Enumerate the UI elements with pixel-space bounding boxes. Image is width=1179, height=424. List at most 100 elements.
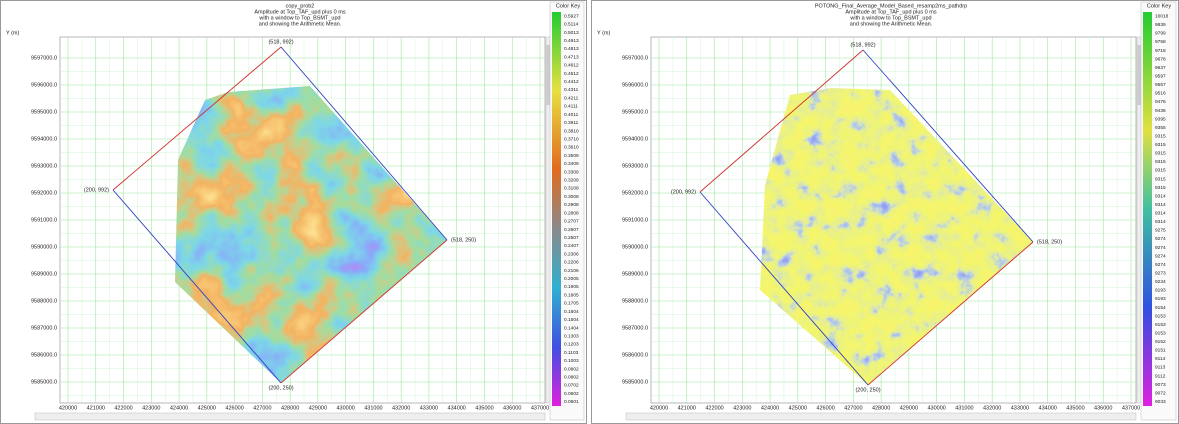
y-tick-label: 9591000.0 <box>31 217 57 223</box>
color-key-strip <box>552 12 561 406</box>
x-tick-label: 434000 <box>1039 405 1057 411</box>
y-tick-label: 9589000.0 <box>622 271 648 277</box>
y-tick-label: 9585000.0 <box>31 379 57 385</box>
color-key-value: 0.2206 <box>564 260 579 266</box>
color-key-value: 9275 <box>1155 228 1166 234</box>
color-key-value: 0.1504 <box>564 317 579 323</box>
color-key-value: 9234 <box>1155 279 1166 285</box>
color-key-value: 9395 <box>1155 116 1166 122</box>
color-key-value: 0.0602 <box>564 391 579 397</box>
color-key-value: 0.3710 <box>564 136 579 142</box>
color-key-value: 0.2607 <box>564 227 579 233</box>
x-tick-label: 434000 <box>448 405 466 411</box>
color-key-value: 0.5927 <box>564 13 579 19</box>
color-key-value: 0.5013 <box>564 30 579 36</box>
color-key-strip <box>1143 12 1152 406</box>
survey-edge <box>699 191 869 386</box>
color-key-value: 0.4512 <box>564 71 579 77</box>
y-tick-label: 9592000.0 <box>31 190 57 196</box>
color-key-value: 0.5114 <box>564 22 579 28</box>
x-tick-label: 427000 <box>844 405 862 411</box>
x-tick-label: 432000 <box>983 405 1001 411</box>
x-tick-label: 428000 <box>872 405 890 411</box>
color-key-value: 0.1604 <box>564 309 579 315</box>
color-key-value: 9315 <box>1155 176 1166 182</box>
color-key-value: 0.1003 <box>564 358 579 364</box>
color-key-value: 9516 <box>1155 91 1166 97</box>
corner-label: (518, 250) <box>451 237 476 243</box>
scrollbar-horizontal <box>625 412 1137 421</box>
color-key-value: 9315 <box>1155 185 1166 191</box>
y-tick-label: 9587000.0 <box>622 325 648 331</box>
color-key-value: 0.1203 <box>564 342 579 348</box>
x-tick-label: 426000 <box>816 405 834 411</box>
color-key-value: 0.3108 <box>564 186 579 192</box>
color-key-value: 0.4111 <box>564 104 578 110</box>
color-key-value: 9597 <box>1155 74 1166 80</box>
color-key-value: 9274 <box>1155 236 1166 242</box>
title-line: Amplitude at Top_TAF_upd plus 0 ms <box>254 9 345 15</box>
x-tick-label: 429000 <box>900 405 918 411</box>
x-tick-label: 425000 <box>789 405 807 411</box>
y-tick-label: 9590000.0 <box>622 244 648 250</box>
color-key-value: 0.2106 <box>564 268 579 274</box>
corner-label: (200, 250) <box>855 387 880 393</box>
x-tick-label: 437000 <box>1122 405 1140 411</box>
corner-label: (518, 992) <box>268 39 293 45</box>
x-tick-label: 422000 <box>114 405 132 411</box>
x-tick-label: 431000 <box>955 405 973 411</box>
color-key-value: 0.4311 <box>564 87 579 93</box>
color-key-value: 0.2707 <box>564 219 579 225</box>
color-key-value: 9718 <box>1155 48 1166 54</box>
color-key-value: 9839 <box>1155 22 1166 28</box>
x-tick-label: 435000 <box>1066 405 1084 411</box>
title-line: and showing the Arithmetic Mean. <box>259 21 342 27</box>
y-axis-label: Y (m) <box>6 30 20 36</box>
color-key-value: 0.3209 <box>564 178 579 184</box>
color-key-value: 0.4612 <box>564 63 579 69</box>
y-tick-label: 9592000.0 <box>622 190 648 196</box>
x-tick-label: 437000 <box>531 405 549 411</box>
color-key-value: 0.0501 <box>564 399 579 405</box>
color-key-value: 9072 <box>1155 390 1166 396</box>
survey-edge <box>280 46 448 241</box>
color-key-label: Color Key <box>1147 3 1171 9</box>
color-key-value: 9153 <box>1155 322 1166 328</box>
x-tick-label: 431000 <box>364 405 382 411</box>
y-tick-label: 9595000.0 <box>622 109 648 115</box>
color-key-value: 0.0702 <box>564 383 579 389</box>
x-tick-label: 423000 <box>142 405 160 411</box>
title-line: with a window to Top_BSMT_upd <box>849 15 931 21</box>
corner-label: (518, 992) <box>850 42 875 48</box>
y-tick-label: 9596000.0 <box>31 82 57 88</box>
color-key-value: 9315 <box>1155 159 1166 165</box>
survey-edge <box>280 239 448 384</box>
color-key-label: Color Key <box>556 3 580 9</box>
y-tick-label: 9597000.0 <box>622 55 648 61</box>
color-key-value: 9033 <box>1155 399 1166 405</box>
color-key-value: 9758 <box>1155 39 1166 45</box>
color-key-value: 0.3008 <box>564 194 579 200</box>
x-tick-label: 435000 <box>475 405 493 411</box>
color-key-value: 9114 <box>1155 356 1166 362</box>
color-key-value: 0.4412 <box>564 79 579 85</box>
color-key-value: 0.3810 <box>564 128 579 134</box>
color-key-value: 9274 <box>1155 245 1166 251</box>
color-key-value: 9273 <box>1155 271 1166 277</box>
x-tick-label: 427000 <box>253 405 271 411</box>
color-key-value: 0.3610 <box>564 145 579 151</box>
x-tick-label: 430000 <box>336 405 354 411</box>
color-key-value: 0.3509 <box>564 153 579 159</box>
color-key-value: 0.2306 <box>564 251 579 257</box>
y-tick-label: 9586000.0 <box>622 352 648 358</box>
color-key-value: 9678 <box>1155 56 1166 62</box>
y-tick-label: 9586000.0 <box>31 352 57 358</box>
color-key-value: 9153 <box>1155 330 1166 336</box>
color-key-value: 0.1404 <box>564 325 579 331</box>
corner-label: (200, 992) <box>84 187 109 193</box>
y-tick-label: 9589000.0 <box>31 271 57 277</box>
color-key-value: 9153 <box>1155 313 1166 319</box>
x-tick-label: 424000 <box>761 405 779 411</box>
